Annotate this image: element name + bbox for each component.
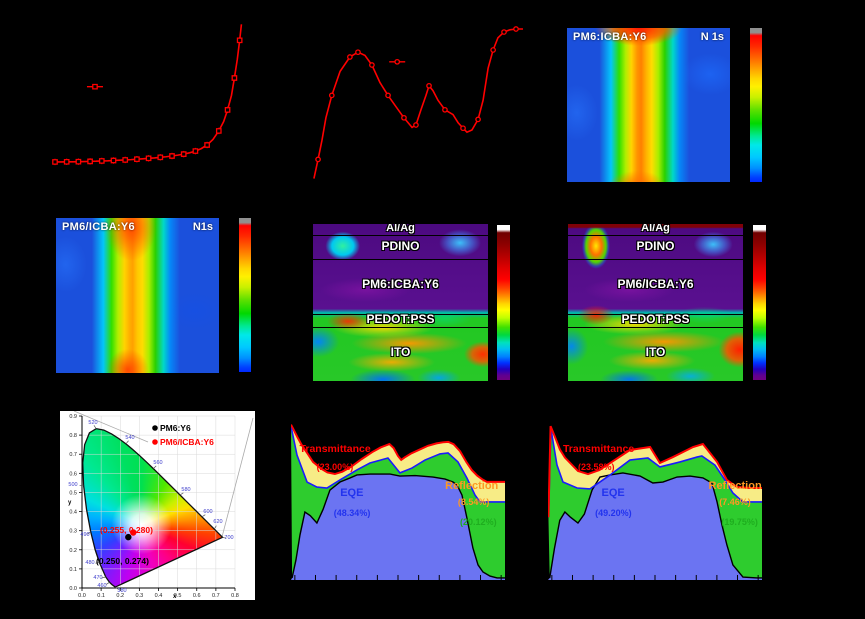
layer-divider: [568, 327, 743, 328]
svg-text:580: 580: [181, 487, 190, 493]
eqe-value: (49.20%): [595, 507, 632, 518]
colorbar: [497, 225, 510, 380]
reflection-label: Reflection: [445, 479, 499, 492]
svg-text:380: 380: [117, 588, 126, 594]
svg-text:0.9: 0.9: [69, 414, 77, 420]
layer-label: PEDOT:PSS: [366, 312, 435, 326]
svg-text:0.1: 0.1: [69, 567, 77, 573]
svg-text:0.6: 0.6: [69, 471, 77, 477]
layer-divider: [313, 327, 488, 328]
heatmap-corner-label: N1s: [192, 221, 213, 233]
cie-overlay: 0.0 0.1 0.2 0.3 0.4 0.5 0.6 0.7 0.8 0.0 0.1 0.2 0.3 0…: [68, 411, 254, 600]
parasitic-value: (19.75%): [721, 517, 758, 528]
colorbar: [750, 28, 762, 182]
svg-text:700: 700: [224, 535, 233, 541]
svg-text:0.4: 0.4: [69, 510, 77, 516]
heatmap-title: PM6:ICBA:Y6: [573, 31, 647, 43]
reflection-value: (7.46%): [719, 496, 751, 507]
svg-text:0.7: 0.7: [212, 593, 220, 599]
svg-text:520: 520: [88, 420, 97, 426]
layer-divider: [568, 314, 743, 315]
svg-text:0.1: 0.1: [97, 593, 105, 599]
svg-text:y: y: [68, 500, 72, 506]
svg-text:480: 480: [85, 560, 94, 566]
parasitic-value: (20.12%): [460, 517, 497, 528]
svg-text:490: 490: [80, 532, 89, 538]
svg-text:(0.250, 0.274): (0.250, 0.274): [96, 556, 149, 566]
svg-text:0.2: 0.2: [69, 548, 77, 554]
svg-text:0.5: 0.5: [174, 593, 182, 599]
svg-text:x: x: [173, 594, 177, 600]
svg-text:0.6: 0.6: [193, 593, 201, 599]
transmittance-value: (23.58%): [577, 462, 615, 473]
layer-label: PEDOT:PSS: [621, 312, 690, 326]
colorbar: [753, 225, 766, 380]
svg-text:(0.255, 0.280): (0.255, 0.280): [100, 525, 153, 535]
layer-label: Al/Ag: [386, 224, 415, 234]
svg-text:0.2: 0.2: [116, 593, 124, 599]
transmittance-value: (23.00%): [316, 462, 354, 473]
eqe-label: EQE: [601, 487, 625, 500]
reflection-label: Reflection: [708, 479, 762, 492]
layer-label: PDINO: [381, 239, 420, 253]
sims-layer-map-blend: Al/Ag PDINO PM6:ICBA:Y6 PEDOT:PSS ITO: [313, 224, 488, 381]
svg-text:PM6/ICBA:Y6: PM6/ICBA:Y6: [160, 437, 214, 447]
svg-text:470: 470: [93, 575, 102, 581]
svg-text:PM6:Y6: PM6:Y6: [160, 423, 191, 433]
layer-divider: [313, 235, 488, 236]
spectrum-curve-panel: [310, 25, 528, 185]
layer-divider: [313, 259, 488, 260]
heatmap-title: PM6/ICBA:Y6: [62, 221, 135, 233]
jv-curve-panel: [55, 20, 250, 165]
reflection-value: (8.54%): [457, 496, 490, 507]
eqe-area-panel-blend: Transmittance (23.00%) EQE (48.34%) Refl…: [291, 423, 505, 580]
svg-text:0.0: 0.0: [78, 593, 86, 599]
heatmap-corner-label: N 1s: [700, 31, 724, 43]
xps-depth-map-bilayer: PM6/ICBA:Y6 N1s: [56, 218, 219, 373]
svg-text:620: 620: [213, 519, 222, 525]
eqe-label: EQE: [340, 487, 364, 500]
svg-text:500: 500: [68, 482, 77, 488]
cie-diagram-panel: 0.0 0.1 0.2 0.3 0.4 0.5 0.6 0.7 0.8 0.0 0.1 0.2 0.3 0…: [60, 411, 255, 600]
svg-text:460: 460: [97, 583, 106, 589]
layer-divider: [568, 259, 743, 260]
svg-text:0.8: 0.8: [231, 593, 239, 599]
sims-layer-map-bilayer: Al/Ag PDINO PM6/ICBA:Y6 PEDOT:PSS ITO: [568, 224, 743, 381]
layer-label: PDINO: [636, 239, 675, 253]
layer-label: ITO: [390, 345, 411, 359]
svg-text:0.8: 0.8: [69, 433, 77, 439]
layer-label: ITO: [645, 345, 666, 359]
eqe-area-panel-bilayer: Transmittance (23.58%) EQE (49.20%) Refl…: [548, 423, 762, 580]
svg-text:560: 560: [153, 460, 162, 466]
svg-text:0.7: 0.7: [69, 452, 77, 458]
layer-divider: [568, 235, 743, 236]
eqe-value: (48.34%): [333, 507, 371, 518]
svg-text:0.3: 0.3: [136, 593, 144, 599]
svg-text:0.5: 0.5: [69, 490, 77, 496]
svg-text:540: 540: [125, 435, 134, 441]
transmittance-label: Transmittance: [299, 443, 371, 456]
layer-divider: [313, 314, 488, 315]
layer-label: PM6:ICBA:Y6: [362, 277, 439, 291]
layer-label: Al/Ag: [641, 224, 670, 234]
svg-text:0.4: 0.4: [155, 593, 163, 599]
colorbar: [239, 218, 251, 372]
svg-text:0.3: 0.3: [69, 529, 77, 535]
svg-text:0.0: 0.0: [69, 586, 77, 592]
layer-label: PM6/ICBA:Y6: [617, 277, 694, 291]
xps-depth-map-blend: PM6:ICBA:Y6 N 1s: [567, 28, 730, 182]
svg-text:600: 600: [203, 509, 212, 515]
transmittance-label: Transmittance: [562, 443, 635, 456]
